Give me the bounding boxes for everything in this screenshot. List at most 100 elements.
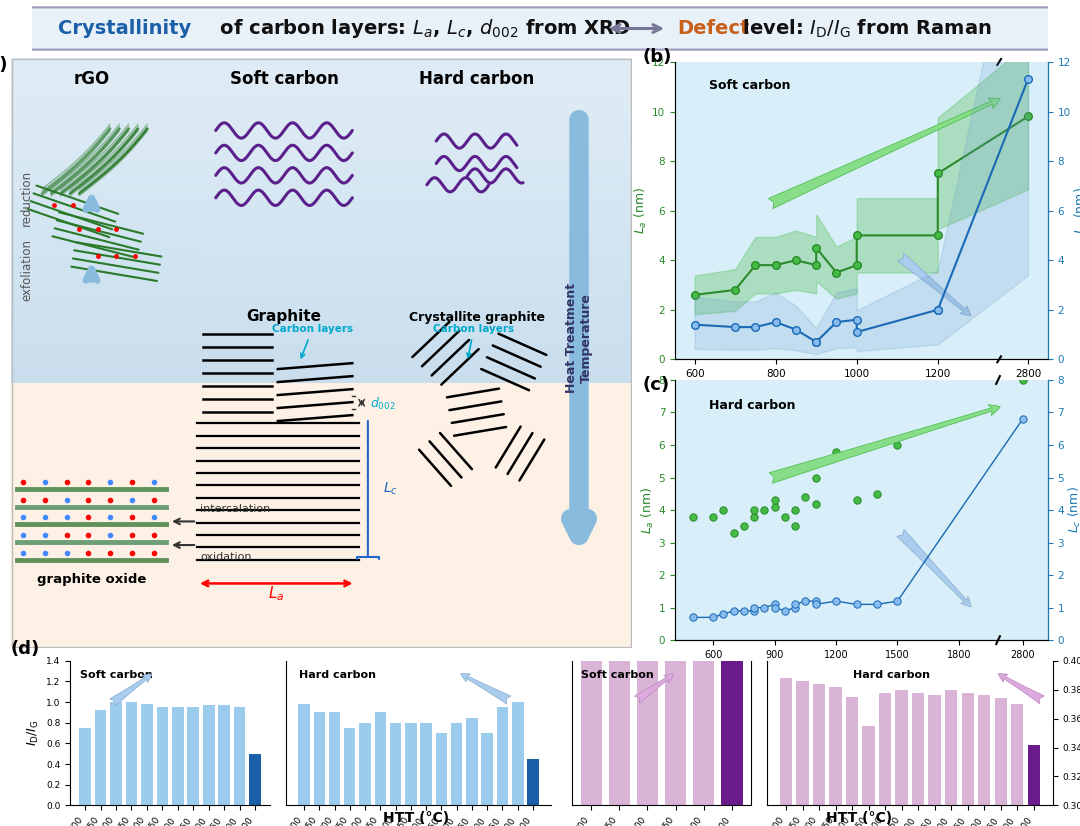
Text: $L_c$: $L_c$ [383,481,399,497]
Text: Soft carbon: Soft carbon [230,70,338,88]
Text: Carbon layers: Carbon layers [433,325,514,358]
Text: level: $I_\mathrm{D}/I_\mathrm{G}$ from Raman: level: $I_\mathrm{D}/I_\mathrm{G}$ from … [735,17,991,40]
Point [797,595,814,608]
Point [766,501,783,514]
Text: exfoliation: exfoliation [21,240,33,301]
Point [766,601,783,615]
X-axis label: HTT (°C): HTT (°C) [831,385,892,397]
Text: Crystallinity: Crystallinity [58,19,191,38]
Point [745,605,762,618]
Bar [467,718,477,805]
Point [807,497,824,510]
Bar [581,227,602,826]
Text: Hard carbon: Hard carbon [299,670,377,680]
Bar [693,329,714,826]
Point [745,503,762,517]
Point [786,598,804,611]
Bar [435,733,447,805]
Text: oxidation: oxidation [200,552,252,563]
Point [889,595,906,608]
Point [766,598,783,611]
Text: reduction: reduction [21,170,33,226]
Point [786,503,804,517]
Bar [298,704,310,805]
Bar [79,728,91,805]
Bar [895,690,908,826]
Bar [141,704,152,805]
Bar [188,707,199,805]
Bar [929,695,941,826]
Point [684,510,701,523]
Bar [218,705,230,805]
Text: graphite oxide: graphite oxide [37,573,146,586]
Y-axis label: $L_a$ (nm): $L_a$ (nm) [633,187,649,235]
Text: HTT (°C): HTT (°C) [382,811,449,825]
Point [777,510,794,523]
Text: of carbon layers: $L_a$, $L_c$, $d_{002}$ from XRD: of carbon layers: $L_a$, $L_c$, $d_{002}… [213,17,631,40]
Bar [110,702,122,805]
Bar [796,681,809,826]
Text: Hard carbon: Hard carbon [419,70,535,88]
Point [756,503,773,517]
Point [1014,412,1031,425]
Bar [912,692,924,826]
Y-axis label: $L_c$ (nm): $L_c$ (nm) [1074,188,1080,234]
Point [1014,373,1031,387]
Bar [829,687,841,826]
Point [735,605,753,618]
Point [807,471,824,484]
Point [725,526,742,539]
Y-axis label: $L_c$ (nm): $L_c$ (nm) [1067,487,1080,534]
Text: HTT (°C): HTT (°C) [825,811,892,825]
Text: intercalation: intercalation [200,504,270,514]
Bar [360,723,370,805]
Point [807,598,824,611]
Bar [497,707,509,805]
Bar [879,692,891,826]
Text: Hard carbon: Hard carbon [853,670,930,680]
Point [777,605,794,618]
Bar [313,712,325,805]
Text: (d): (d) [11,640,40,658]
Bar [945,690,957,826]
Point [766,494,783,507]
FancyBboxPatch shape [19,7,1061,50]
Bar [846,697,859,826]
Bar [172,707,184,805]
Bar [978,695,990,826]
Bar [780,678,793,826]
Bar [721,516,743,826]
Point [715,608,732,621]
Bar [420,723,432,805]
Point [715,503,732,517]
Point [704,510,721,523]
Point [797,491,814,504]
Bar [328,712,340,805]
Text: Soft carbon: Soft carbon [581,670,654,680]
Bar [512,702,524,805]
Y-axis label: $L_a$ (nm): $L_a$ (nm) [639,487,656,534]
Bar [125,702,137,805]
Text: Defect: Defect [677,19,750,38]
Bar [961,692,974,826]
Text: Soft carbon: Soft carbon [80,670,153,680]
Bar [995,699,1007,826]
Point [848,494,865,507]
Point [889,439,906,452]
Point [786,601,804,615]
Bar [345,728,355,805]
Bar [203,705,215,805]
Text: $L_a$: $L_a$ [269,584,285,603]
X-axis label: HTT (°C): HTT (°C) [831,666,892,678]
Point [725,605,742,618]
Point [756,601,773,615]
Point [868,598,886,611]
Point [868,487,886,501]
Bar [609,198,630,826]
Text: (b): (b) [643,48,672,66]
Point [704,610,721,624]
Text: (a): (a) [0,55,9,74]
Bar [1027,745,1040,826]
Bar [249,753,261,805]
Bar [665,256,686,826]
